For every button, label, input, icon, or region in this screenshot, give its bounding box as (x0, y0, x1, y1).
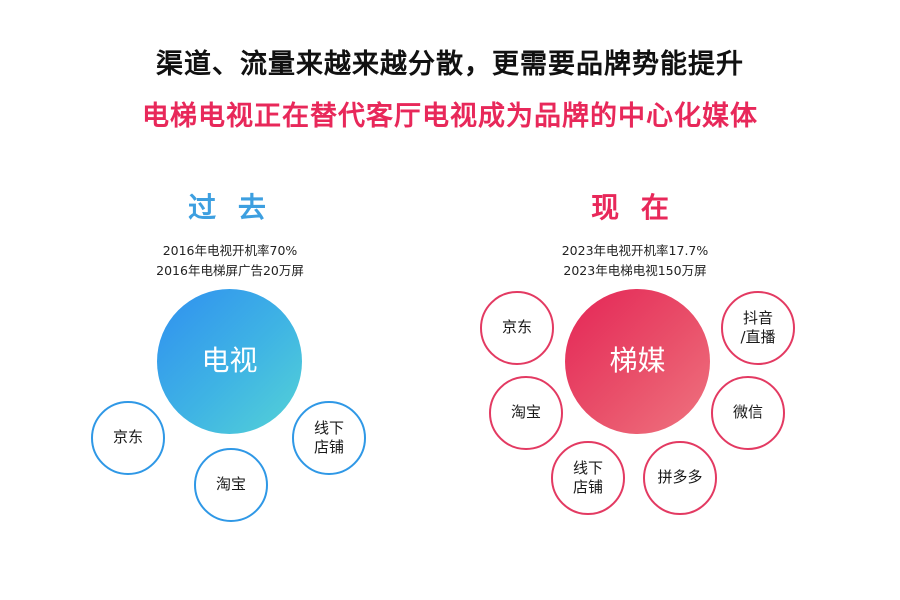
now-node-pdd-label: 拼多多 (657, 468, 703, 487)
now-node-douyin-label-2: /直播 (740, 328, 776, 346)
past-node-offline-label-2: 店铺 (313, 438, 344, 456)
now-center-label: 梯媒 (609, 344, 666, 378)
now-node-taobao: 淘宝 (489, 376, 563, 450)
now-stats: 2023年电视开机率17.7% 2023年电梯电视150万屏 (505, 241, 765, 281)
now-stat-elevator-screens: 2023年电梯电视150万屏 (563, 263, 707, 278)
now-node-offline-label-2: 店铺 (572, 478, 603, 496)
now-node-douyin-label-1: 抖音 (742, 308, 773, 327)
past-center-label: 电视 (201, 344, 258, 378)
now-node-wechat-label: 微信 (732, 403, 763, 422)
now-node-jd-label: 京东 (501, 318, 532, 337)
past-node-offline-label-1: 线下 (313, 418, 344, 437)
past-node-offline-store: 线下 店铺 (292, 401, 366, 475)
now-node-jd: 京东 (480, 291, 554, 365)
headline-secondary: 电梯电视正在替代客厅电视成为品牌的中心化媒体 (142, 101, 758, 132)
past-stat-tv-rate: 2016年电视开机率70% (162, 243, 298, 258)
now-node-wechat: 微信 (711, 376, 785, 450)
now-section-title: 现 在 (591, 191, 675, 224)
now-node-offline-store: 线下 店铺 (551, 441, 625, 515)
past-node-taobao-label: 淘宝 (215, 475, 246, 494)
past-section-title: 过 去 (188, 191, 272, 224)
past-node-jd-label: 京东 (112, 428, 143, 447)
now-center-elevator-media: 梯媒 (565, 289, 710, 434)
past-stats: 2016年电视开机率70% 2016年电梯屏广告20万屏 (100, 241, 360, 281)
past-stat-elevator-screens: 2016年电梯屏广告20万屏 (156, 263, 304, 278)
past-center-tv: 电视 (157, 289, 302, 434)
past-node-taobao: 淘宝 (194, 448, 268, 522)
now-stat-tv-rate: 2023年电视开机率17.7% (561, 243, 709, 258)
now-node-douyin-live: 抖音 /直播 (721, 291, 795, 365)
now-node-taobao-label: 淘宝 (510, 403, 541, 422)
headline-primary: 渠道、流量来越来越分散，更需要品牌势能提升 (156, 49, 744, 80)
now-node-offline-label-1: 线下 (572, 458, 603, 477)
now-node-pdd: 拼多多 (643, 441, 717, 515)
past-node-jd: 京东 (91, 401, 165, 475)
